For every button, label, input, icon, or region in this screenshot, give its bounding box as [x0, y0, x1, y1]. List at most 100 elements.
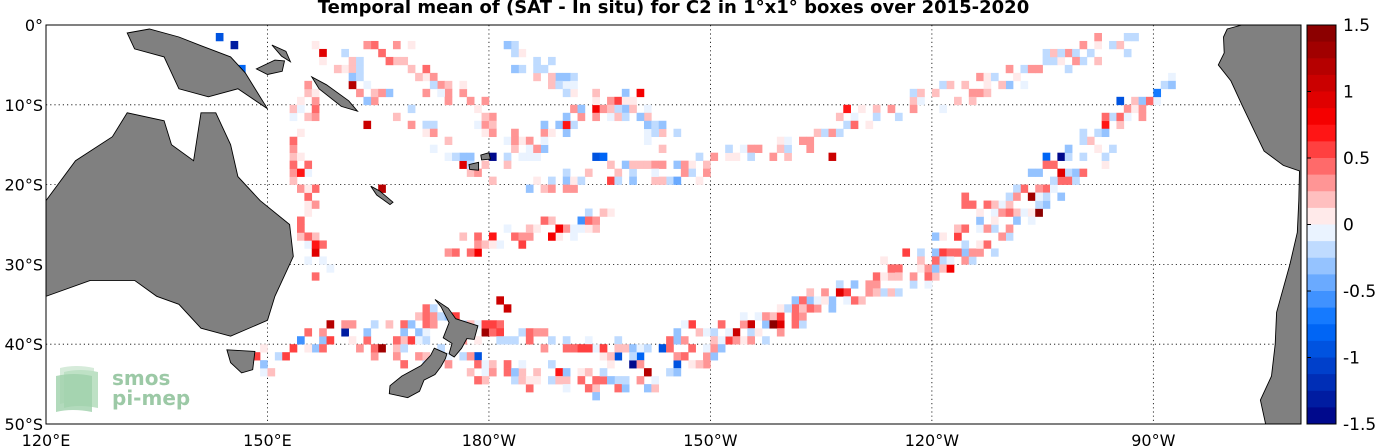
- data-cell: [799, 304, 807, 313]
- data-cell: [1057, 152, 1066, 161]
- data-cell: [319, 336, 327, 345]
- data-cell: [821, 128, 829, 138]
- data-cell: [1005, 64, 1014, 74]
- data-cell: [363, 40, 372, 50]
- data-cell: [976, 240, 984, 249]
- data-cell: [562, 88, 571, 98]
- data-cell: [791, 312, 800, 321]
- data-cell: [415, 72, 423, 82]
- data-cell: [562, 80, 571, 90]
- data-cell: [614, 176, 623, 185]
- data-cell: [1138, 104, 1147, 114]
- data-cell: [673, 360, 682, 369]
- data-cell: [1027, 192, 1036, 201]
- colorbar-swatch: [1307, 141, 1336, 159]
- data-cell: [518, 152, 527, 161]
- data-cell: [422, 328, 431, 337]
- data-cell: [518, 328, 527, 337]
- data-cell: [1042, 192, 1051, 201]
- data-cell: [983, 80, 992, 90]
- data-cell: [643, 120, 652, 130]
- data-cell: [599, 368, 608, 377]
- data-cell: [540, 344, 549, 353]
- data-cell: [422, 336, 431, 345]
- data-cell: [703, 344, 711, 353]
- data-cell: [1064, 152, 1073, 161]
- data-cell: [1160, 80, 1169, 90]
- data-cell: [1064, 168, 1073, 177]
- data-cell: [813, 128, 822, 138]
- data-cell: [341, 48, 349, 58]
- data-cell: [1079, 136, 1088, 145]
- data-cell: [503, 360, 512, 369]
- data-cell: [392, 344, 401, 353]
- longitude-tick-labels: 120°E 150°E 180°W 150°W 120°W 90°W: [22, 431, 1176, 447]
- data-cell: [887, 104, 896, 114]
- data-cell: [835, 280, 844, 289]
- colorbar-swatch: [1307, 324, 1336, 342]
- data-cell: [592, 384, 600, 393]
- data-cell: [584, 208, 593, 217]
- data-cell: [651, 160, 660, 169]
- data-cell: [710, 344, 719, 353]
- data-cell: [511, 368, 519, 377]
- data-cell: [828, 152, 837, 161]
- data-cell: [1072, 168, 1080, 177]
- data-cell: [1131, 96, 1139, 106]
- data-cell: [666, 176, 674, 185]
- data-cell: [658, 120, 667, 130]
- data-cell: [1094, 32, 1102, 42]
- data-cell: [725, 152, 733, 161]
- data-cell: [1101, 128, 1110, 138]
- data-cell: [356, 88, 364, 98]
- data-cell: [562, 344, 571, 353]
- data-cell: [333, 64, 342, 74]
- data-cell: [917, 88, 925, 98]
- data-cell: [747, 328, 756, 337]
- data-cell: [540, 136, 549, 145]
- data-cell: [488, 128, 497, 138]
- data-cell: [555, 224, 564, 233]
- data-cell: [459, 80, 468, 90]
- data-cell: [319, 48, 327, 58]
- data-cell: [732, 152, 741, 161]
- data-cell: [488, 176, 497, 185]
- data-cell: [525, 152, 534, 161]
- data-cell: [880, 272, 888, 281]
- data-cell: [976, 224, 984, 233]
- data-cell: [267, 368, 276, 377]
- data-cell: [636, 344, 645, 353]
- data-cell: [754, 312, 763, 321]
- lon-tick-label: 150°E: [243, 431, 292, 447]
- data-cell: [1035, 192, 1043, 201]
- data-cell: [946, 80, 955, 90]
- data-cell: [717, 344, 726, 353]
- data-cell: [1101, 112, 1110, 122]
- data-cell: [577, 344, 586, 353]
- data-cell: [503, 136, 512, 145]
- data-cell: [643, 344, 652, 353]
- data-cell: [710, 352, 719, 361]
- data-cell: [1072, 176, 1080, 185]
- data-cell: [392, 112, 401, 122]
- data-cell: [407, 336, 416, 345]
- data-cell: [784, 304, 792, 313]
- data-cell: [614, 352, 623, 361]
- data-cell: [562, 112, 571, 122]
- data-cell: [931, 88, 940, 98]
- data-cell: [614, 384, 623, 393]
- data-cell: [1086, 136, 1095, 145]
- data-cell: [990, 208, 999, 217]
- data-cell: [422, 312, 431, 321]
- data-cell: [614, 168, 623, 177]
- data-cell: [488, 240, 497, 249]
- data-cell: [1050, 56, 1058, 66]
- data-cell: [592, 96, 600, 106]
- data-cell: [289, 344, 298, 353]
- data-cell: [304, 192, 313, 201]
- data-cell: [297, 232, 305, 241]
- data-cell: [533, 368, 541, 377]
- data-cell: [990, 224, 999, 233]
- data-cell: [518, 48, 527, 58]
- data-cell: [636, 160, 645, 169]
